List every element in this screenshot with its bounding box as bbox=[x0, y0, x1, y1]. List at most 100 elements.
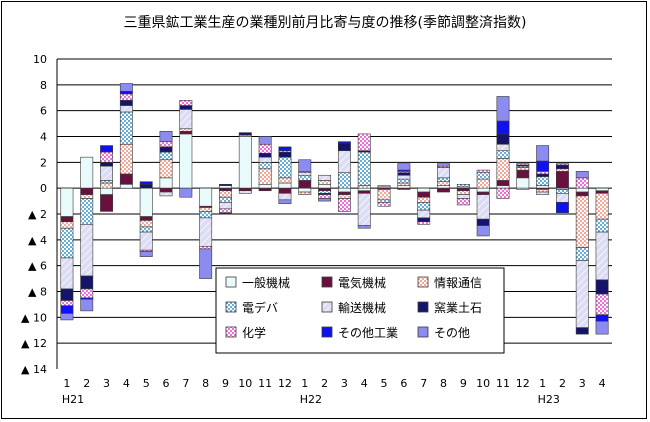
y-tick-label: 6 bbox=[40, 105, 47, 118]
bar-segment bbox=[536, 171, 550, 175]
bar-segment bbox=[476, 191, 490, 195]
x-tick-label: 1 bbox=[63, 377, 70, 390]
bar-segment bbox=[437, 187, 450, 193]
bar-segment bbox=[595, 320, 609, 335]
bar-segment bbox=[60, 221, 74, 229]
year-label: H21 bbox=[62, 393, 84, 406]
bar-segment bbox=[337, 194, 351, 199]
bar-segment bbox=[496, 120, 510, 135]
x-tick-label: 1 bbox=[301, 377, 308, 390]
legend-swatch bbox=[417, 326, 429, 338]
x-tick-label: 10 bbox=[476, 377, 490, 390]
y-tick-label: 10 bbox=[33, 53, 47, 66]
bar-segment bbox=[397, 163, 411, 171]
bar-segment bbox=[476, 172, 490, 180]
bar-segment bbox=[139, 251, 153, 257]
bar-segment bbox=[219, 208, 232, 214]
x-tick-label: 6 bbox=[400, 377, 407, 390]
bar-segment bbox=[119, 143, 133, 175]
legend-label: その他工業 bbox=[338, 326, 398, 340]
y-tick-label: 2 bbox=[40, 156, 47, 169]
bar-segment bbox=[119, 90, 133, 95]
y-tick-label: ▲ 10 bbox=[21, 311, 47, 324]
bar-segment bbox=[437, 185, 450, 189]
bar-segment bbox=[318, 174, 332, 181]
bar-segment bbox=[456, 183, 470, 188]
bar-segment bbox=[100, 162, 113, 167]
x-tick-label: 3 bbox=[103, 377, 110, 390]
bar-segment bbox=[298, 187, 312, 193]
bar-segment bbox=[278, 146, 292, 152]
bar-segment bbox=[377, 185, 391, 188]
bar-segment bbox=[159, 177, 173, 189]
bar-segment bbox=[456, 198, 470, 206]
bar-segment bbox=[437, 177, 450, 183]
bar-segment bbox=[258, 162, 272, 170]
bar-segment bbox=[476, 178, 490, 189]
bar-segment bbox=[199, 211, 213, 219]
bar-segment bbox=[536, 173, 550, 177]
bar-segment bbox=[516, 163, 530, 166]
bar-segment bbox=[159, 187, 173, 193]
bar-segment bbox=[219, 185, 232, 189]
bar-segment bbox=[377, 189, 391, 201]
bar-segment bbox=[536, 176, 550, 186]
bar-segment bbox=[159, 131, 173, 142]
bar-segment bbox=[60, 216, 74, 223]
bar-segment bbox=[496, 150, 510, 159]
bar-segment bbox=[60, 187, 74, 217]
bar-segment bbox=[575, 191, 589, 197]
bar-segment bbox=[278, 182, 292, 189]
bar-segment bbox=[238, 136, 252, 189]
x-tick-label: 1 bbox=[539, 377, 546, 390]
x-tick-label: 5 bbox=[143, 377, 150, 390]
y-tick-label: ▲ 8 bbox=[28, 286, 47, 299]
bar-segment bbox=[516, 177, 530, 189]
x-tick-label: 3 bbox=[579, 377, 586, 390]
x-tick-label: 11 bbox=[258, 377, 272, 390]
x-tick-label: 8 bbox=[202, 377, 209, 390]
bar-segment bbox=[437, 163, 450, 167]
legend-swatch bbox=[321, 326, 333, 338]
bar-segment bbox=[476, 194, 490, 220]
bar-segment bbox=[179, 131, 193, 135]
legend-label: 電デバ bbox=[242, 300, 278, 315]
bar-segment bbox=[219, 187, 232, 192]
legend-label: その他 bbox=[434, 326, 470, 340]
bar-segment bbox=[476, 169, 490, 173]
bar-segment bbox=[199, 217, 213, 247]
bar-segment bbox=[80, 275, 94, 290]
bar-segment bbox=[337, 141, 351, 144]
bar-segment bbox=[100, 182, 113, 189]
bar-segment bbox=[298, 172, 312, 176]
x-tick-label: 10 bbox=[238, 377, 252, 390]
bar-segment bbox=[595, 231, 609, 281]
bar-segment bbox=[337, 198, 351, 212]
bar-segment bbox=[298, 180, 312, 189]
bar-segment bbox=[556, 164, 569, 170]
bar-segment bbox=[437, 181, 450, 186]
bar-segment bbox=[100, 194, 113, 212]
y-tick-labels: 10 8 6 4 2 0 ▲ 2 ▲ 4 ▲ 6 ▲ 8 ▲ 10 ▲ 12 ▲ 14 bbox=[21, 53, 47, 376]
bar-segment bbox=[417, 221, 431, 225]
bar-segment bbox=[417, 202, 431, 211]
x-tick-label: 11 bbox=[496, 377, 510, 390]
legend-swatch bbox=[225, 301, 237, 313]
bar-segment bbox=[278, 177, 292, 184]
bar-segment bbox=[397, 187, 411, 190]
bar-segment bbox=[456, 187, 470, 192]
bar-segment bbox=[496, 185, 510, 189]
bar-segment bbox=[556, 193, 569, 203]
bar-segment bbox=[159, 146, 173, 153]
bar-segment bbox=[238, 132, 252, 136]
bar-segment bbox=[357, 187, 371, 192]
bar-segment bbox=[357, 133, 371, 152]
bar-segment bbox=[139, 220, 153, 228]
y-tick-label: ▲ 12 bbox=[21, 337, 47, 350]
bar-segment bbox=[456, 194, 470, 199]
bar-segment bbox=[298, 159, 312, 172]
bar-segment bbox=[100, 187, 113, 195]
x-tick-label: 2 bbox=[559, 377, 566, 390]
